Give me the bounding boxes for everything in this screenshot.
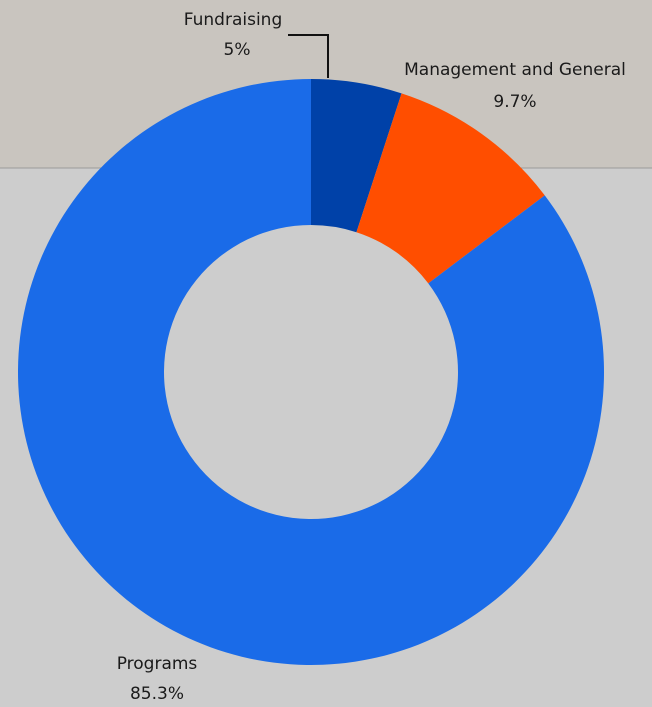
- category-label: Fundraising: [184, 10, 282, 30]
- value-label: 5%: [224, 40, 251, 60]
- value-label: 85.3%: [130, 684, 184, 704]
- value-label: 9.7%: [493, 92, 536, 112]
- category-label: Management and General: [404, 60, 626, 80]
- chart: Fundraising 5% Management and General 9.7% P…: [0, 0, 652, 707]
- category-label: Programs: [117, 654, 198, 674]
